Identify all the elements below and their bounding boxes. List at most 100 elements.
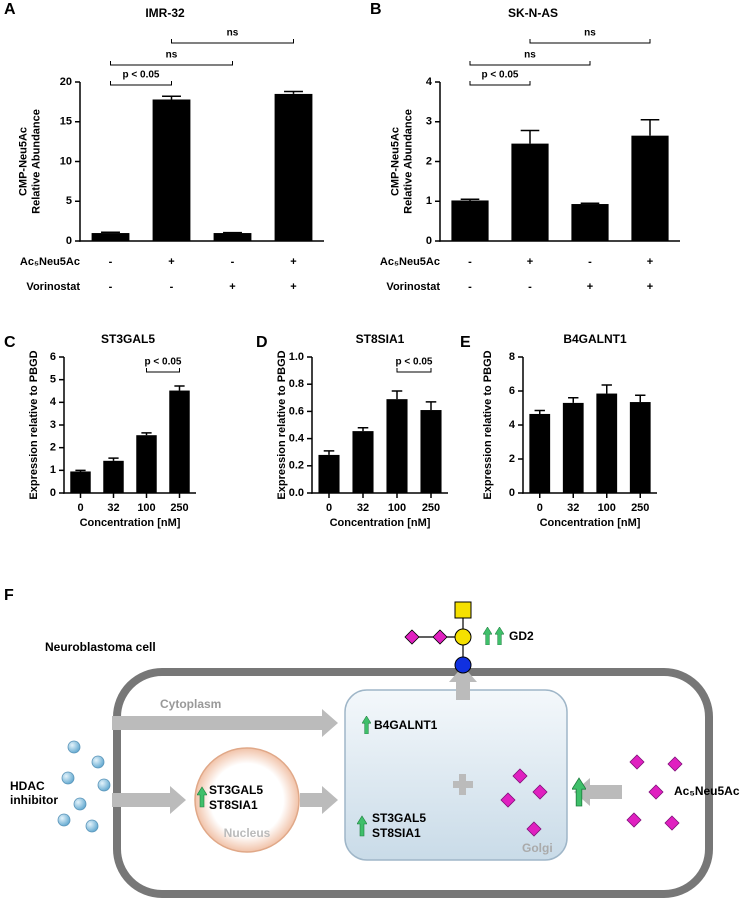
x-tick-label: 32 xyxy=(107,502,119,514)
bar xyxy=(451,200,488,241)
y-tick-label: 0.6 xyxy=(289,405,304,417)
y-tick-label: 4 xyxy=(50,396,57,408)
y-axis-label: CMP-Neu5Ac xyxy=(17,127,29,196)
hdac-label: HDAC xyxy=(10,779,45,793)
treatment-sign: - xyxy=(109,281,113,293)
significance-bracket xyxy=(470,61,590,65)
error-bar xyxy=(108,458,118,461)
y-axis-label: Expression relative to PBGD xyxy=(482,350,494,499)
significance-bracket xyxy=(111,61,233,65)
y-tick-label: 5 xyxy=(50,374,56,386)
nucleus-gene: ST8SIA1 xyxy=(209,798,258,812)
nucleus-label: Nucleus xyxy=(224,826,271,840)
bar xyxy=(275,94,313,241)
y-axis-label: Relative Abundance xyxy=(402,109,414,214)
y-tick-label: 15 xyxy=(60,116,72,128)
error-bar xyxy=(101,232,120,233)
bar xyxy=(136,435,156,493)
treatment-label: Ac₅Neu5Ac xyxy=(20,256,80,268)
significance-bracket xyxy=(172,39,294,43)
significance-label: ns xyxy=(584,28,596,39)
substrate-label: Ac₅Neu5Ac xyxy=(674,784,740,798)
error-bar xyxy=(635,395,645,402)
y-axis-label: Relative Abundance xyxy=(30,109,42,214)
hdac-label: inhibitor xyxy=(10,793,58,807)
diagram: F Neuroblastoma cell Cytoplasm HDAC inhi… xyxy=(4,587,740,894)
gd2-glycan xyxy=(405,602,471,673)
error-bar xyxy=(568,398,578,403)
x-axis-label: Concentration [nM] xyxy=(80,517,181,529)
y-tick-label: 2 xyxy=(50,442,56,454)
golgi-label: Golgi xyxy=(522,841,553,855)
chart-title: IMR-32 xyxy=(145,6,185,20)
y-tick-label: 20 xyxy=(60,76,72,88)
treatment-sign: + xyxy=(290,256,296,268)
treatment-sign: + xyxy=(229,281,235,293)
treatment-sign: + xyxy=(587,281,593,293)
hdac-molecules xyxy=(58,741,110,832)
y-tick-label: 1 xyxy=(426,195,432,207)
bar xyxy=(571,204,608,241)
bar xyxy=(70,471,90,493)
significance-label: ns xyxy=(524,50,536,61)
bar xyxy=(318,455,339,493)
error-bar xyxy=(426,402,437,410)
y-axis-label: CMP-Neu5Ac xyxy=(389,127,401,196)
y-axis-label: Expression relative to PBGD xyxy=(276,350,288,499)
treatment-sign: - xyxy=(468,256,472,268)
y-tick-label: 0 xyxy=(509,487,515,499)
significance-label: ns xyxy=(227,28,239,39)
significance-bracket xyxy=(147,368,180,372)
significance-label: p < 0.05 xyxy=(123,70,160,81)
x-tick-label: 0 xyxy=(326,502,332,514)
significance-label: p < 0.05 xyxy=(145,357,182,368)
error-bar xyxy=(641,120,660,136)
treatment-sign: - xyxy=(170,281,174,293)
x-axis-label: Concentration [nM] xyxy=(540,517,641,529)
treatment-sign: + xyxy=(168,256,174,268)
treatment-sign: + xyxy=(290,281,296,293)
y-tick-label: 2 xyxy=(509,453,515,465)
y-tick-label: 4 xyxy=(509,419,516,431)
error-bar xyxy=(358,428,369,431)
chart-title: ST8SIA1 xyxy=(356,332,405,346)
treatment-sign: - xyxy=(588,256,592,268)
treatment-sign: - xyxy=(528,281,532,293)
treatment-sign: + xyxy=(647,281,653,293)
chart-title: SK-N-AS xyxy=(508,6,558,20)
chart-title: B4GALNT1 xyxy=(563,332,627,346)
x-tick-label: 0 xyxy=(77,502,83,514)
x-tick-label: 100 xyxy=(598,502,616,514)
y-tick-label: 6 xyxy=(50,351,56,363)
bar xyxy=(169,391,189,493)
error-bar xyxy=(461,199,480,200)
bar xyxy=(630,402,651,493)
y-tick-label: 0.8 xyxy=(289,378,304,390)
bar xyxy=(631,136,668,241)
significance-label: p < 0.05 xyxy=(482,70,519,81)
panel-label: F xyxy=(4,587,14,604)
bar xyxy=(420,410,441,493)
bar xyxy=(386,399,407,493)
x-tick-label: 100 xyxy=(388,502,406,514)
error-bar xyxy=(174,386,184,391)
error-bar xyxy=(602,385,612,394)
y-tick-label: 8 xyxy=(509,351,515,363)
treatment-label: Vorinostat xyxy=(386,281,440,293)
nucleus-gene: ST3GAL5 xyxy=(209,783,263,797)
y-axis-label: Expression relative to PBGD xyxy=(28,350,40,499)
significance-label: ns xyxy=(166,50,178,61)
x-axis-label: Concentration [nM] xyxy=(330,517,431,529)
error-bar xyxy=(284,92,303,94)
significance-bracket xyxy=(470,81,530,85)
treatment-sign: - xyxy=(109,256,113,268)
product-label: GD2 xyxy=(509,629,534,643)
x-tick-label: 32 xyxy=(567,502,579,514)
panel-label: C xyxy=(4,334,16,351)
x-tick-label: 250 xyxy=(422,502,440,514)
x-tick-label: 100 xyxy=(137,502,155,514)
significance-label: p < 0.05 xyxy=(396,357,433,368)
treatment-label: Ac₅Neu5Ac xyxy=(380,256,440,268)
x-tick-label: 32 xyxy=(357,502,369,514)
treatment-sign: + xyxy=(647,256,653,268)
